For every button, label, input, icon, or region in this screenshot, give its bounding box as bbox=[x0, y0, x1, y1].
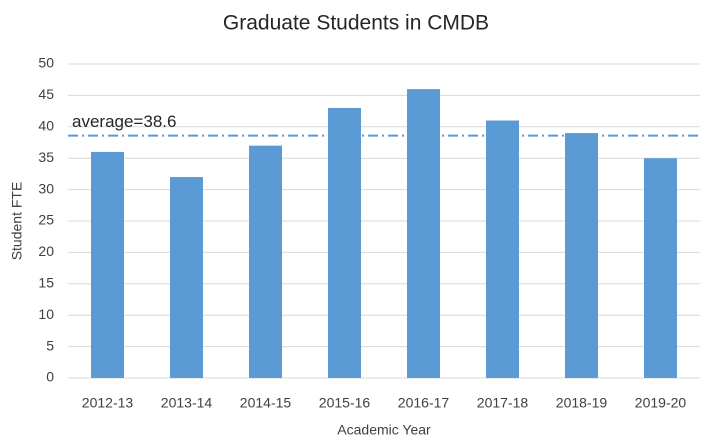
y-tick-label: 50 bbox=[38, 55, 54, 71]
x-tick-label: 2018-19 bbox=[556, 395, 608, 411]
x-tick-label: 2013-14 bbox=[161, 395, 213, 411]
average-label: average=38.6 bbox=[72, 112, 176, 131]
y-tick-label: 20 bbox=[38, 243, 54, 259]
y-tick-label: 15 bbox=[38, 275, 54, 291]
bar bbox=[328, 107, 361, 379]
x-tick-label: 2012-13 bbox=[82, 395, 134, 411]
y-tick-label: 10 bbox=[38, 306, 54, 322]
y-axis-title: Student FTE bbox=[9, 182, 25, 261]
bar bbox=[644, 158, 677, 378]
y-tick-label: 25 bbox=[38, 212, 54, 228]
bar bbox=[565, 133, 598, 378]
x-tick-label: 2014-15 bbox=[240, 395, 292, 411]
x-tick-label: 2015-16 bbox=[319, 395, 371, 411]
bar bbox=[486, 120, 519, 379]
x-tick-label: 2016-17 bbox=[398, 395, 450, 411]
y-tick-label: 35 bbox=[38, 149, 54, 165]
x-tick-label: 2019-20 bbox=[635, 395, 687, 411]
bar bbox=[170, 177, 203, 378]
y-tick-label: 5 bbox=[46, 337, 54, 353]
y-tick-label: 0 bbox=[46, 369, 54, 385]
y-tick-label: 30 bbox=[38, 180, 54, 196]
y-tick-label: 45 bbox=[38, 86, 54, 102]
bar bbox=[249, 145, 282, 378]
x-tick-label: 2017-18 bbox=[477, 395, 529, 411]
y-tick-label: 40 bbox=[38, 118, 54, 134]
bar bbox=[91, 151, 124, 378]
chart-title: Graduate Students in CMDB bbox=[223, 12, 489, 35]
bar bbox=[407, 89, 440, 379]
x-axis-title: Academic Year bbox=[337, 422, 431, 438]
